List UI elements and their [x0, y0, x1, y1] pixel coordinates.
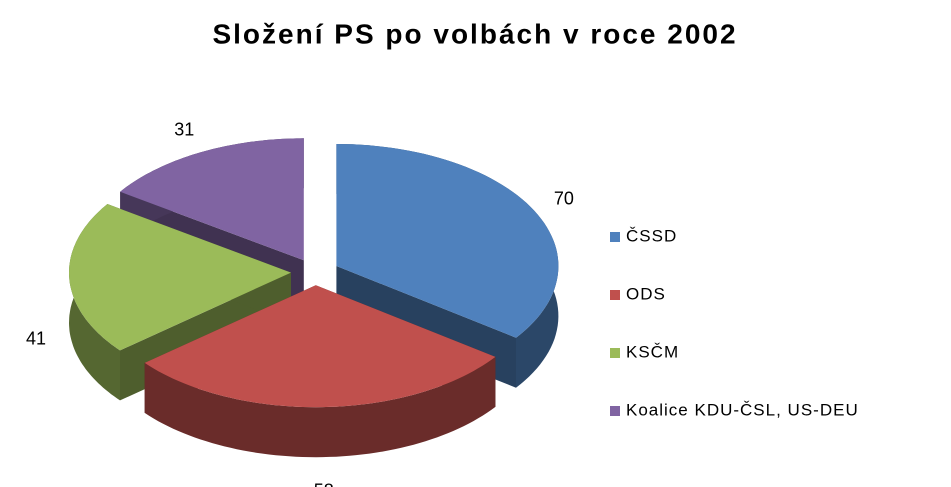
- slice-wall: [144, 356, 496, 458]
- data-label: 58: [314, 480, 334, 487]
- chart-title: Složení PS po volbách v roce 2002: [212, 18, 737, 49]
- legend-label: ODS: [626, 284, 666, 303]
- legend-label: Koalice KDU-ČSL, US-DEU: [626, 400, 859, 419]
- legend-swatch: [610, 232, 620, 242]
- slice-top: [69, 204, 291, 351]
- legend-label: KSČM: [626, 342, 679, 361]
- data-label: 41: [26, 328, 46, 348]
- slice-top: [336, 144, 559, 338]
- slice-top: [120, 138, 304, 261]
- slice-top: [144, 285, 496, 408]
- legend-swatch: [610, 406, 620, 416]
- slice: [144, 285, 496, 458]
- legend-swatch: [610, 348, 620, 358]
- data-label: 70: [554, 188, 574, 208]
- legend-swatch: [610, 290, 620, 300]
- data-label: 31: [174, 120, 194, 140]
- legend-label: ČSSD: [626, 226, 677, 245]
